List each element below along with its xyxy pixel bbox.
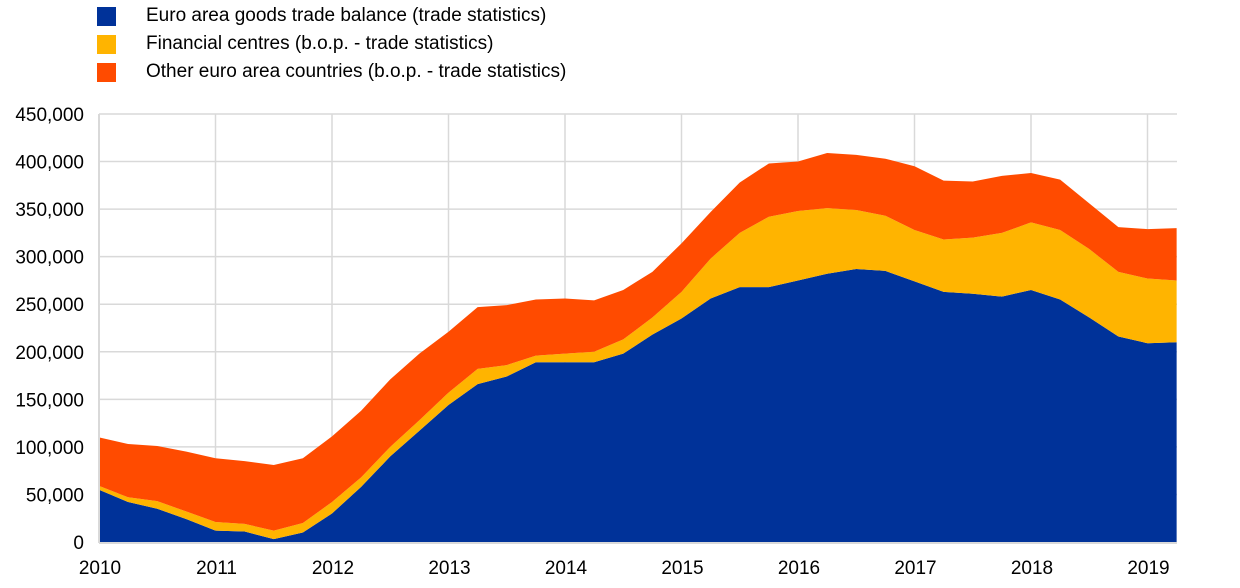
area-series <box>99 153 1177 542</box>
legend-swatch-financial-centres <box>97 34 116 54</box>
legend-label-goods-trade-balance: Euro area goods trade balance (trade sta… <box>146 5 547 26</box>
legend-label-other-euro-area: Other euro area countries (b.o.p. - trad… <box>146 61 567 82</box>
y-tick-label: 250,000 <box>15 295 84 316</box>
y-tick-label: 200,000 <box>15 343 84 364</box>
x-tick-label: 2011 <box>196 558 237 579</box>
area-goods-trade-balance <box>99 269 1177 542</box>
legend-item-goods-trade-balance: Euro area goods trade balance (trade sta… <box>97 2 566 30</box>
legend-swatch-other-euro-area <box>97 62 116 82</box>
y-tick-label: 150,000 <box>15 390 84 411</box>
area-financial-centres <box>99 208 1177 540</box>
x-tick-label: 2010 <box>79 558 121 579</box>
x-tick-label: 2014 <box>545 558 588 579</box>
y-tick-label: 50,000 <box>26 485 84 506</box>
legend-item-other-euro-area: Other euro area countries (b.o.p. - trad… <box>97 58 566 86</box>
legend-swatch-goods-trade-balance <box>97 6 116 26</box>
x-tick-label: 2019 <box>1127 558 1169 579</box>
y-axis-tick-labels: 0 50,000 100,000 150,000 200,000 250,000 300,0… <box>15 105 84 554</box>
x-tick-label: 2015 <box>661 558 703 579</box>
legend-label-financial-centres: Financial centres (b.o.p. - trade statis… <box>146 33 494 54</box>
x-tick-label: 2017 <box>894 558 936 579</box>
y-tick-label: 0 <box>73 533 84 554</box>
x-tick-label: 2018 <box>1011 558 1053 579</box>
y-tick-label: 100,000 <box>15 438 84 459</box>
x-tick-label: 2016 <box>778 558 820 579</box>
y-tick-label: 450,000 <box>15 105 84 126</box>
x-tick-label: 2013 <box>428 558 470 579</box>
x-axis-tick-labels: 2010 2011 2012 2013 2014 2015 2016 2017 2018 2019 <box>79 558 1170 579</box>
y-tick-label: 300,000 <box>15 248 84 269</box>
area-other-euro-area <box>99 153 1177 531</box>
axes <box>98 114 1177 544</box>
chart-legend: Euro area goods trade balance (trade sta… <box>97 2 566 86</box>
y-tick-label: 350,000 <box>15 200 84 221</box>
y-tick-label: 400,000 <box>15 153 84 174</box>
legend-item-financial-centres: Financial centres (b.o.p. - trade statis… <box>97 30 566 58</box>
x-tick-label: 2012 <box>312 558 354 579</box>
